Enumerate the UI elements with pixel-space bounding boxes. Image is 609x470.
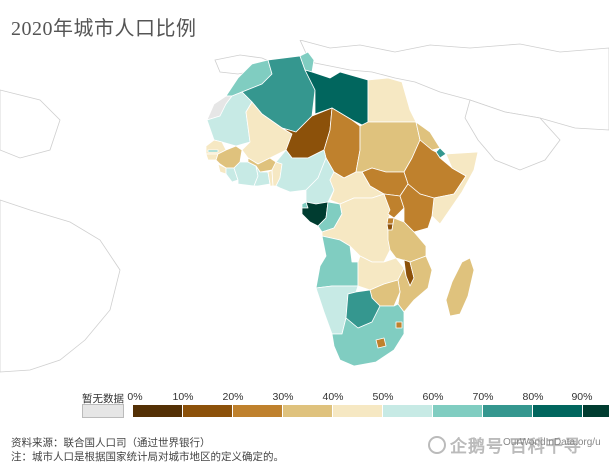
legend-swatch (533, 405, 583, 417)
legend-tick-label: 90% (571, 391, 593, 403)
legend-swatch (183, 405, 233, 417)
legend-tick-label: 40% (322, 391, 344, 403)
country-ghana (253, 165, 271, 187)
legend-tick-label: 60% (422, 391, 444, 403)
country-egypt (367, 77, 417, 123)
owid-credit: OurWorldInData.org/u (503, 437, 601, 448)
country-guinea (215, 145, 243, 169)
legend-tick-label: 30% (272, 391, 294, 403)
legend-swatch (283, 405, 333, 417)
country-gambia (207, 149, 219, 153)
legend-tick-label: 0% (127, 391, 143, 403)
country-kenya (399, 183, 435, 233)
country-shapes (205, 51, 479, 367)
note-text: 注：城市人口是根据国家统计局对城市地区的定义确定的。 (11, 451, 284, 463)
watermark: 企鹅号 百科千寻 (428, 432, 582, 457)
country-south-africa (331, 303, 405, 367)
country-eswatini (395, 321, 403, 329)
africa-map (0, 40, 609, 373)
legend-swatch (333, 405, 383, 417)
legend-swatch (483, 405, 533, 417)
footer-text: 资料来源：联合国人口司（通过世界银行） 注：城市人口是根据国家统计局对城市地区的… (11, 436, 284, 464)
country-eritrea (415, 121, 441, 151)
legend-color-bar (133, 405, 609, 417)
country-mauritania (206, 91, 253, 147)
legend-nodata-label: 暂无数据 (82, 393, 124, 405)
legend-swatch (233, 405, 283, 417)
legend-nodata-swatch (82, 404, 124, 418)
legend-swatch (583, 405, 609, 417)
legend-tick-label: 80% (522, 391, 544, 403)
legend-tick-label: 70% (472, 391, 494, 403)
source-text: 资料来源：联合国人口司（通过世界银行） (11, 437, 211, 449)
watermark-text: 企鹅号 百科千寻 (450, 437, 582, 456)
legend-tick-label: 10% (172, 391, 194, 403)
legend-tick-label: 20% (222, 391, 244, 403)
legend-tick-label: 50% (372, 391, 394, 403)
penguin-icon (428, 436, 446, 454)
country-madagascar (445, 257, 475, 317)
legend-tick-labels: 0% 10% 20% 30% 40% 50% 60% 70% 80% 90% (0, 391, 609, 405)
legend-swatch (383, 405, 433, 417)
background-land (0, 40, 609, 373)
chart-title: 2020年城市人口比例 (11, 18, 197, 40)
country-lesotho (375, 337, 387, 349)
country-togo (267, 169, 274, 187)
country-tanzania (387, 217, 427, 263)
country-tunisia (299, 51, 315, 73)
legend-swatch (133, 405, 183, 417)
country-mozambique (397, 255, 433, 313)
legend-swatch (433, 405, 483, 417)
